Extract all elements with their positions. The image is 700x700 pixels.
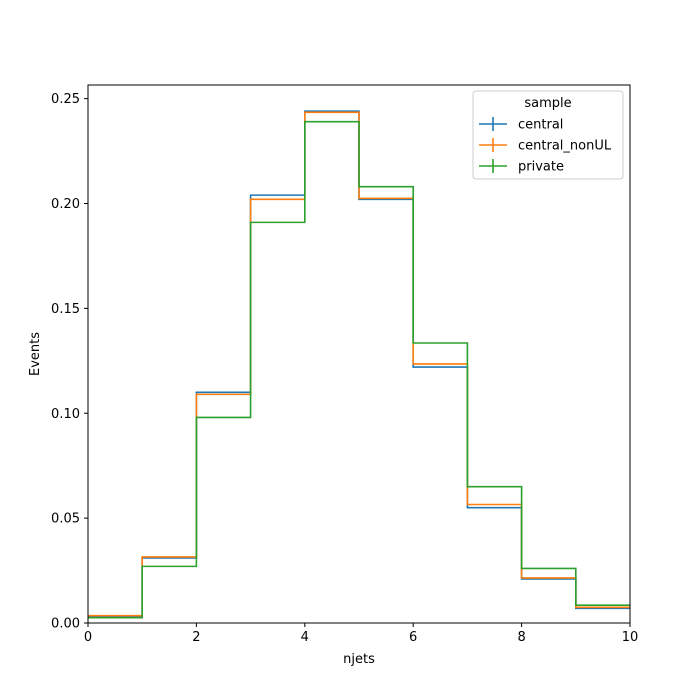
series-line-private bbox=[88, 120, 630, 619]
y-axis-label: Events bbox=[28, 332, 43, 376]
x-tick-label: 6 bbox=[409, 630, 417, 645]
y-tick-label: 0.10 bbox=[51, 407, 80, 422]
y-tick-label: 0.15 bbox=[51, 302, 80, 317]
x-tick-label: 0 bbox=[84, 630, 92, 645]
x-axis-label: njets bbox=[343, 652, 375, 667]
x-tick-label: 8 bbox=[517, 630, 525, 645]
legend-entry-central: central bbox=[479, 117, 563, 133]
y-tick-label: 0.20 bbox=[51, 197, 80, 212]
legend-label: central bbox=[518, 118, 563, 133]
y-tick-label: 0.25 bbox=[51, 92, 80, 107]
legend-box bbox=[472, 90, 624, 180]
plot-area-frame bbox=[87, 84, 631, 624]
legend-entry-private: private bbox=[479, 159, 564, 175]
series-central_nonUL bbox=[88, 111, 630, 617]
series-private bbox=[88, 120, 630, 619]
x-tick-label: 4 bbox=[301, 630, 309, 645]
x-tick-label: 2 bbox=[192, 630, 200, 645]
y-tick-label: 0.05 bbox=[51, 512, 80, 527]
series-layer bbox=[88, 110, 630, 619]
axis-ticks: 0 2 4 6 8 10 0.00 0.05 0.10 0.15 0.20 0.25 bbox=[51, 92, 638, 645]
series-line-central_nonUL bbox=[88, 111, 630, 617]
legend-label: private bbox=[518, 160, 564, 175]
y-tick-label: 0.00 bbox=[51, 617, 80, 632]
legend-entry-central_nonUL: central_nonUL bbox=[479, 138, 612, 154]
legend-label: central_nonUL bbox=[518, 139, 612, 154]
legend-title: sample bbox=[524, 96, 571, 111]
x-tick-label: 10 bbox=[622, 630, 639, 645]
